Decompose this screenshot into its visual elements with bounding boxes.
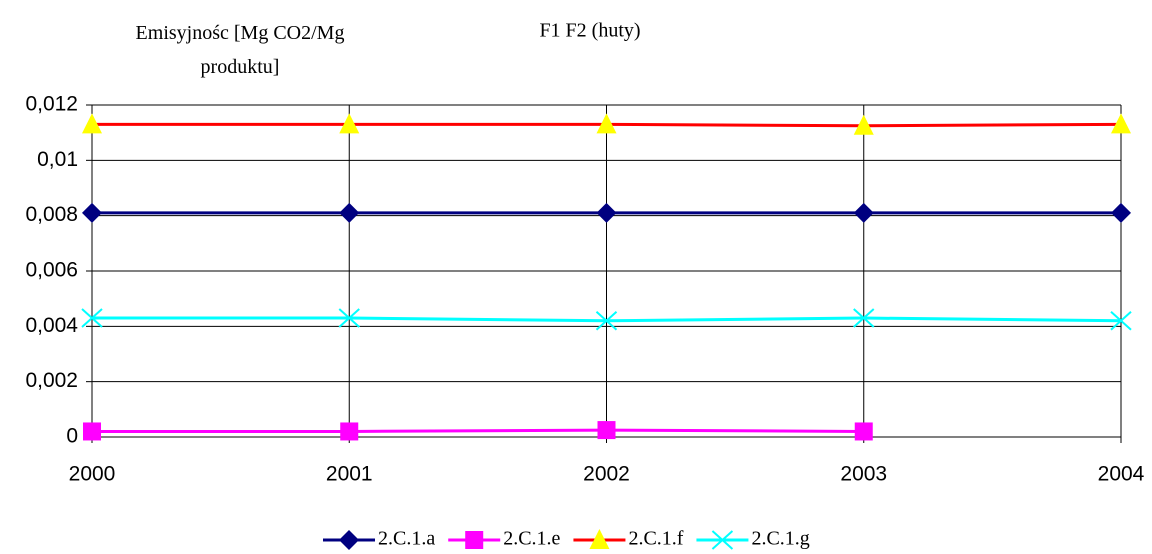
marker [854,422,873,441]
marker [339,202,360,223]
x-tick-label: 2002 [583,463,630,486]
y-tick-label: 0,002 [25,369,78,392]
marker [83,422,101,441]
legend-marker [339,530,359,550]
legend-marker [711,530,734,550]
series-line [92,428,864,433]
marker [853,202,874,223]
marker [597,421,616,440]
legend-marker [465,531,484,549]
marker [1111,113,1131,134]
marker [853,114,874,135]
y-tick-label: 0,012 [25,93,78,116]
y-tick-label: 0,008 [25,203,78,226]
legend-label: 2.C.1.f [628,528,683,550]
legend-label: 2.C.1.e [503,528,560,550]
legend-label: 2.C.1.a [378,528,435,550]
x-tick-label: 2003 [840,463,887,486]
marker [596,113,617,134]
marker [1110,311,1132,331]
y-tick-label: 0 [66,425,78,448]
marker [853,308,875,328]
marker [595,311,618,331]
x-tick-label: 2001 [326,463,373,486]
x-tick-label: 2000 [69,463,116,486]
legend-marker [589,529,610,549]
marker [596,202,617,223]
y-tick-label: 0,006 [25,259,78,282]
legend-label: 2.C.1.g [751,528,809,550]
marker [338,308,360,328]
marker [82,202,102,223]
marker [1111,202,1131,223]
chart-title: F1 F2 (huty) [539,20,640,42]
marker [81,308,103,328]
y-tick-label: 0,004 [25,314,78,337]
marker [82,113,102,134]
y-tick-label: 0,01 [37,148,78,171]
marker [340,422,359,441]
y-axis-label: Emisyjnośc [Mg CO2/Mg produktu] [135,22,345,78]
x-tick-label: 2004 [1098,463,1145,486]
marker [339,113,360,134]
